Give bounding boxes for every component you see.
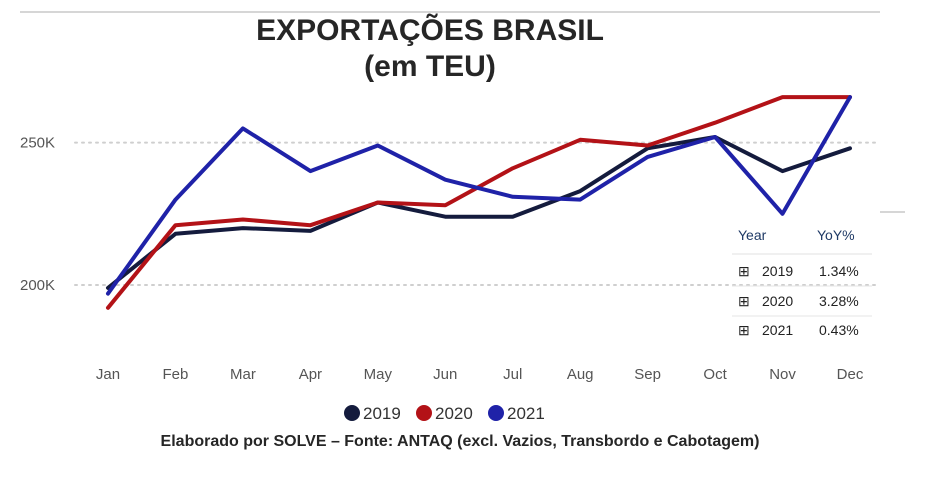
legend-marker-2020 <box>416 405 432 421</box>
x-tick-label: Dec <box>837 366 864 383</box>
x-tick-label: Oct <box>703 366 727 383</box>
legend-label-2020: 2020 <box>435 404 473 423</box>
x-tick-label: Sep <box>634 366 661 383</box>
x-tick-label: Nov <box>769 366 796 383</box>
series-line-2021 <box>106 95 852 296</box>
x-tick-label: May <box>364 366 393 383</box>
source-note: Elaborado por SOLVE – Fonte: ANTAQ (excl… <box>161 433 760 450</box>
yoy-table: Year YoY% ⊞ 2019 1.34% ⊞ 2020 3.28% ⊞ 20… <box>732 227 872 338</box>
expand-icon[interactable]: ⊞ <box>738 322 750 338</box>
x-tick-label: Mar <box>230 366 256 383</box>
x-tick-label: Apr <box>299 366 322 383</box>
chart-title-line1: EXPORTAÇÕES BRASIL <box>256 13 604 47</box>
yoy-table-row[interactable]: ⊞ 2020 3.28% <box>738 293 859 309</box>
yoy-table-header-yoy: YoY% <box>817 227 855 243</box>
yoy-table-year-2019: 2019 <box>762 263 793 279</box>
series-lines <box>106 95 852 310</box>
gridlines <box>74 141 876 287</box>
y-tick-label: 200K <box>20 277 55 294</box>
yoy-table-value-2019: 1.34% <box>819 263 859 279</box>
legend-label-2021: 2021 <box>507 404 545 423</box>
chart-title-line2: (em TEU) <box>364 50 496 83</box>
yoy-table-row[interactable]: ⊞ 2019 1.34% <box>738 263 859 279</box>
yoy-table-year-2021: 2021 <box>762 322 793 338</box>
legend-marker-2021 <box>488 405 504 421</box>
x-tick-label: Jan <box>96 366 120 383</box>
y-tick-label: 250K <box>20 135 55 152</box>
series-line-2019 <box>106 135 852 290</box>
expand-icon[interactable]: ⊞ <box>738 293 750 309</box>
y-axis-tick-labels: 200K 250K <box>20 135 55 294</box>
expand-icon[interactable]: ⊞ <box>738 263 750 279</box>
yoy-table-value-2020: 3.28% <box>819 293 859 309</box>
legend-label-2019: 2019 <box>363 404 401 423</box>
legend-marker-2019 <box>344 405 360 421</box>
x-tick-label: Aug <box>567 366 594 383</box>
x-tick-label: Feb <box>163 366 189 383</box>
chart-legend: 2019 2020 2021 <box>344 404 545 423</box>
yoy-table-header-year: Year <box>738 227 767 243</box>
yoy-table-year-2020: 2020 <box>762 293 793 309</box>
x-tick-label: Jul <box>503 366 522 383</box>
x-tick-label: Jun <box>433 366 457 383</box>
x-axis-tick-labels: Jan Feb Mar Apr May Jun Jul Aug Sep Oct Nov Dec <box>96 366 864 383</box>
yoy-table-value-2021: 0.43% <box>819 322 859 338</box>
yoy-table-row[interactable]: ⊞ 2021 0.43% <box>738 322 859 338</box>
